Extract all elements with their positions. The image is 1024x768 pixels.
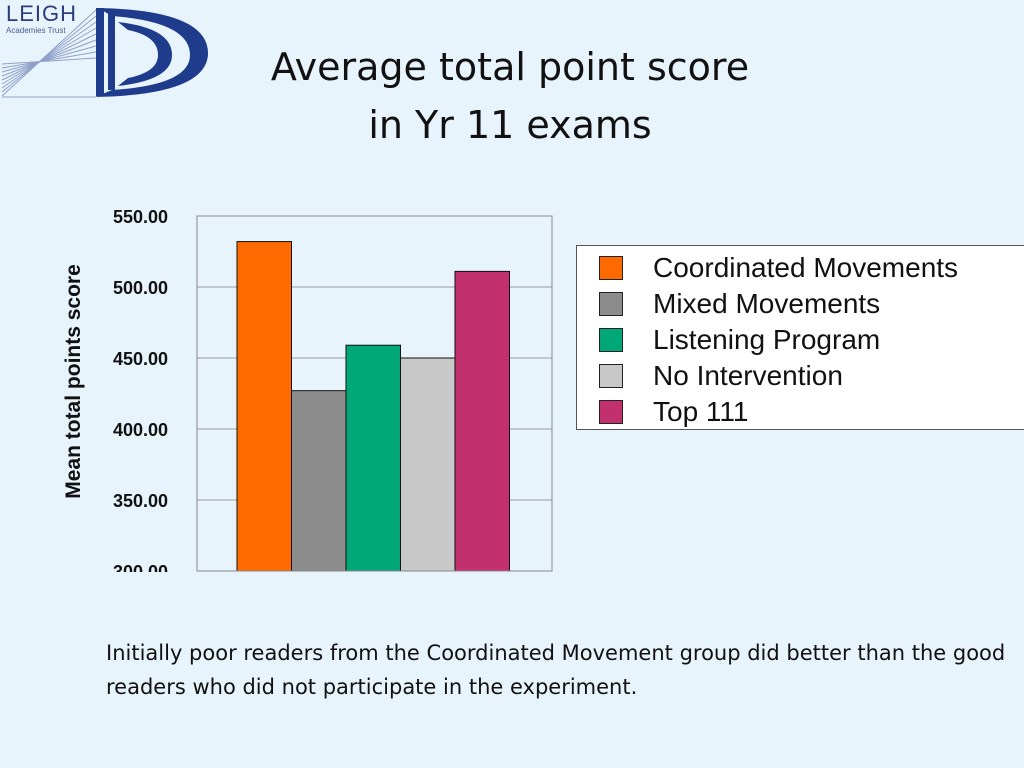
title-line-1: Average total point score: [270, 45, 750, 89]
legend-label: No Intervention: [653, 360, 843, 391]
bar-listening-program: [345, 344, 401, 572]
logo-subtitle: Academies Trust: [6, 26, 66, 35]
legend-label: Top 111: [653, 396, 749, 427]
plot-frame: [196, 215, 553, 572]
slide-caption: Initially poor readers from the Coordina…: [106, 641, 1006, 699]
legend-swatch: [599, 400, 623, 424]
y-tick-label: 450.00: [113, 349, 168, 369]
legend-label: Listening Program: [653, 324, 881, 355]
legend-swatch: [599, 364, 623, 388]
bar-no-intervention: [400, 357, 456, 572]
legend-item: Coordinated Movements: [599, 250, 1024, 286]
y-tick-label: 300.00: [113, 562, 168, 580]
legend-item: Mixed Movements: [599, 286, 1024, 322]
y-tick-label: 550.00: [113, 207, 168, 227]
title-line-2: in Yr 11 exams: [368, 103, 652, 147]
legend-item: No Intervention: [599, 358, 1024, 394]
bar-coordinated-movements: [236, 241, 292, 572]
slide-title: Average total point score in Yr 11 exams: [210, 38, 810, 154]
bar-chart: 550.00 500.00 450.00 400.00 350.00 300.00 Mea…: [62, 207, 553, 580]
legend-item: Listening Program: [599, 322, 1024, 358]
y-tick-label: 350.00: [113, 491, 168, 511]
legend-label: Coordinated Movements: [653, 252, 959, 283]
y-tick-label: 400.00: [113, 420, 168, 440]
chart-bars: [236, 241, 510, 572]
chart-legend: Coordinated Movements Mixed Movements List…: [576, 245, 1024, 430]
legend-item: Top 111: [599, 394, 1024, 430]
legend-label: Mixed Movements: [653, 288, 881, 319]
leigh-logo: LEIGH Academies Trust: [0, 0, 215, 100]
y-axis-ticks: 550.00 500.00 450.00 400.00 350.00 300.00: [113, 207, 168, 580]
y-tick-label: 500.00: [113, 278, 168, 298]
logo-word: LEIGH: [6, 1, 78, 26]
bar-top-111: [454, 270, 510, 572]
logo-graphic-icon: [1, 8, 209, 98]
bar-mixed-movements: [291, 390, 347, 572]
legend-swatch: [599, 328, 623, 352]
legend-swatch: [599, 292, 623, 316]
y-axis-label: Mean total points score: [62, 264, 85, 499]
legend-swatch: [599, 256, 623, 280]
